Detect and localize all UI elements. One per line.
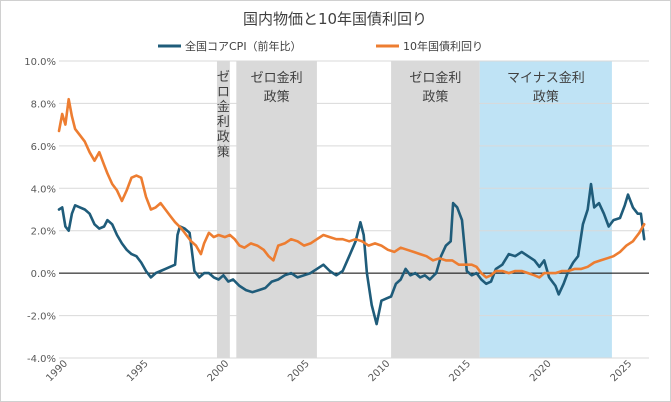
y-tick-label-0: -4.0%	[27, 354, 56, 365]
shade-period-0	[216, 61, 230, 358]
gridlines: -4.0% -2.0% 0.0% 2.0% 4.0% 6.0% 8.0% 10.0%	[24, 57, 649, 365]
shade-label-1-line-0: ゼロ金利	[251, 70, 303, 86]
chart-title: 国内物価と10年国債利回り	[243, 10, 427, 28]
y-tick-label-5: 6.0%	[31, 142, 56, 153]
x-tick-label-6: 2020	[528, 358, 554, 384]
y-tick-label-3: 2.0%	[31, 227, 56, 238]
series-line-core-cpi	[57, 182, 646, 326]
shade-label-1: ゼロ金利政策	[251, 70, 303, 105]
shade-label-0: ゼロ金利政策	[217, 70, 230, 160]
x-tick-label-1: 1995	[125, 358, 151, 384]
x-tick-label-2: 2000	[206, 358, 232, 384]
y-tick-label-1: -2.0%	[27, 312, 56, 323]
legend-label-core-cpi: 全国コアCPI（前年比）	[185, 39, 302, 53]
shade-label-0-char-1: ロ	[217, 85, 230, 100]
shade-label-2-line-0: ゼロ金利	[409, 70, 461, 86]
series-line-jgb-10y	[57, 97, 646, 279]
shade-label-1-line-1: 政策	[264, 89, 290, 105]
legend: 全国コアCPI（前年比） 10年国債利回り	[158, 39, 483, 53]
y-tick-label-4: 4.0%	[31, 184, 56, 195]
shade-label-0-char-2: 金	[217, 99, 230, 115]
x-tick-label-4: 2010	[367, 358, 393, 384]
shade-label-2-line-1: 政策	[422, 89, 448, 105]
shade-label-3-line-1: 政策	[533, 89, 559, 105]
y-tick-label-6: 8.0%	[31, 99, 56, 110]
y-tick-label-2: 0.0%	[31, 269, 56, 280]
shade-label-3: マイナス金利政策	[507, 70, 585, 105]
x-tick-label-3: 2005	[286, 358, 312, 384]
y-tick-label-7: 10.0%	[24, 57, 56, 68]
series-layer	[57, 97, 646, 326]
shade-label-0-char-3: 利	[217, 115, 230, 130]
shade-label-3-line-0: マイナス金利	[507, 70, 585, 86]
shade-label-0-char-5: 策	[217, 144, 230, 160]
shade-period-1	[236, 61, 317, 358]
shade-label-0-char-4: 政	[217, 130, 230, 145]
shade-period-2	[391, 61, 480, 358]
shade-label-0-char-0: ゼ	[217, 70, 230, 85]
x-tick-label-5: 2015	[447, 358, 473, 384]
shade-period-3	[479, 61, 612, 358]
shade-label-2: ゼロ金利政策	[409, 70, 461, 105]
x-tick-label-7: 2025	[609, 358, 635, 384]
legend-label-jgb-10y: 10年国債利回り	[403, 39, 483, 53]
